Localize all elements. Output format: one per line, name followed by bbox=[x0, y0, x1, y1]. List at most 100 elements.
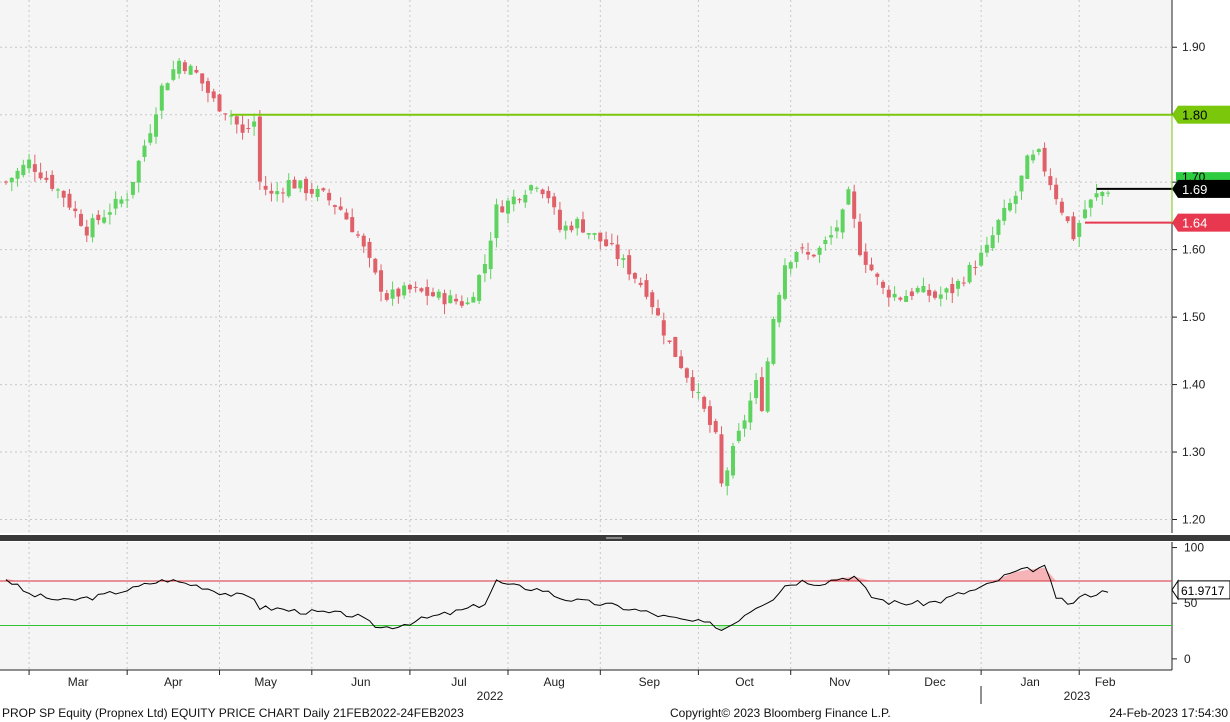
candle-body bbox=[442, 293, 447, 305]
candle-body bbox=[390, 289, 395, 299]
candle-body bbox=[794, 251, 799, 263]
candle-body bbox=[338, 206, 343, 210]
candle-body bbox=[707, 406, 712, 425]
candle-body bbox=[44, 177, 49, 180]
candle-body bbox=[765, 361, 770, 412]
candle-body bbox=[355, 234, 360, 236]
chart-svg: 1.201.301.401.501.601.701.801.90100500Ma… bbox=[0, 0, 1230, 704]
candle-body bbox=[1071, 216, 1076, 240]
candle-body bbox=[973, 267, 978, 269]
candle-body bbox=[130, 181, 135, 195]
candle-body bbox=[84, 226, 89, 236]
candle-body bbox=[915, 287, 920, 293]
chart-description: PROP SP Equity (Propnex Ltd) EQUITY PRIC… bbox=[2, 706, 464, 720]
candle-body bbox=[661, 320, 666, 336]
candle-body bbox=[1065, 216, 1070, 222]
candle-body bbox=[881, 281, 886, 288]
candle-body bbox=[332, 205, 337, 207]
candle-body bbox=[1088, 199, 1093, 208]
candle-body bbox=[298, 180, 303, 189]
candle-body bbox=[482, 264, 487, 274]
candle-body bbox=[586, 233, 591, 235]
candle-body bbox=[263, 185, 268, 190]
candle-body bbox=[811, 254, 816, 257]
candle-body bbox=[327, 192, 332, 201]
candle-body bbox=[38, 172, 43, 179]
candle-body bbox=[315, 188, 320, 198]
candle-body bbox=[834, 227, 839, 232]
rsi-last-label: 61.9717 bbox=[1181, 584, 1225, 598]
footer-bar: PROP SP Equity (Propnex Ltd) EQUITY PRIC… bbox=[0, 704, 1230, 722]
price-panel-bg bbox=[0, 0, 1172, 533]
candle-body bbox=[211, 91, 216, 99]
support-tag-label: 1.64 bbox=[1182, 216, 1207, 231]
candle-body bbox=[21, 164, 26, 176]
candle-body bbox=[32, 164, 37, 172]
candle-body bbox=[979, 252, 984, 266]
candle-body bbox=[459, 301, 464, 306]
year-label: 2022 bbox=[477, 689, 504, 703]
candle-body bbox=[713, 421, 718, 433]
candle-body bbox=[875, 273, 880, 277]
candle-body bbox=[944, 288, 949, 293]
candle-body bbox=[684, 368, 689, 378]
candle-body bbox=[4, 181, 8, 183]
candle-body bbox=[344, 212, 349, 220]
candle-body bbox=[55, 189, 60, 191]
candle-body bbox=[817, 247, 822, 255]
month-label: Apr bbox=[164, 675, 183, 689]
support-tag-pointer bbox=[1172, 213, 1178, 232]
candle-body bbox=[159, 85, 164, 111]
resistance-tag bbox=[1178, 105, 1230, 124]
divider-grip-icon bbox=[606, 537, 622, 539]
candle-body bbox=[869, 264, 874, 271]
candle-body bbox=[494, 204, 499, 239]
candle-body bbox=[419, 288, 424, 292]
candle-body bbox=[1100, 191, 1105, 197]
support-tag bbox=[1178, 213, 1230, 232]
candle-body bbox=[632, 273, 637, 279]
candle-body bbox=[852, 191, 857, 219]
candle-body bbox=[188, 65, 193, 75]
candle-body bbox=[742, 420, 747, 429]
candle-body bbox=[523, 194, 528, 203]
candle-body bbox=[119, 199, 124, 204]
candle-body bbox=[379, 270, 384, 292]
price-tick-label: 1.30 bbox=[1182, 445, 1206, 459]
candle-body bbox=[257, 116, 262, 182]
price-tick-label: 1.60 bbox=[1182, 243, 1206, 257]
candle-body bbox=[598, 232, 603, 242]
candle-body bbox=[407, 284, 412, 290]
candle-body bbox=[102, 217, 107, 223]
candle-body bbox=[373, 258, 378, 273]
candle-body bbox=[136, 160, 141, 183]
candle-body bbox=[690, 377, 695, 391]
candle-body bbox=[823, 240, 828, 245]
candle-body bbox=[840, 209, 845, 233]
candle-body bbox=[898, 297, 903, 300]
candle-body bbox=[771, 318, 776, 364]
candle-body bbox=[9, 177, 14, 183]
indicator-tick-label: 0 bbox=[1184, 652, 1191, 666]
candle-body bbox=[886, 289, 891, 298]
price-tick-label: 1.50 bbox=[1182, 310, 1206, 324]
candle-body bbox=[615, 244, 620, 260]
month-label: Nov bbox=[829, 675, 850, 689]
candle-body bbox=[754, 380, 759, 399]
candle-body bbox=[217, 94, 222, 112]
month-label: Aug bbox=[543, 675, 564, 689]
last-price-tag-pointer bbox=[1172, 179, 1178, 198]
candle-body bbox=[477, 275, 482, 301]
candle-body bbox=[280, 192, 285, 194]
candle-body bbox=[592, 233, 597, 235]
candle-body bbox=[1031, 154, 1036, 161]
candle-body bbox=[656, 308, 661, 316]
candle-body bbox=[430, 292, 435, 297]
candle-body bbox=[546, 190, 551, 199]
candle-body bbox=[1059, 201, 1064, 213]
indicator-tick-label: 50 bbox=[1184, 596, 1198, 610]
candle-body bbox=[1082, 209, 1087, 219]
rsi-line bbox=[5, 564, 1109, 632]
candle-body bbox=[361, 235, 366, 247]
candle-body bbox=[569, 225, 574, 231]
